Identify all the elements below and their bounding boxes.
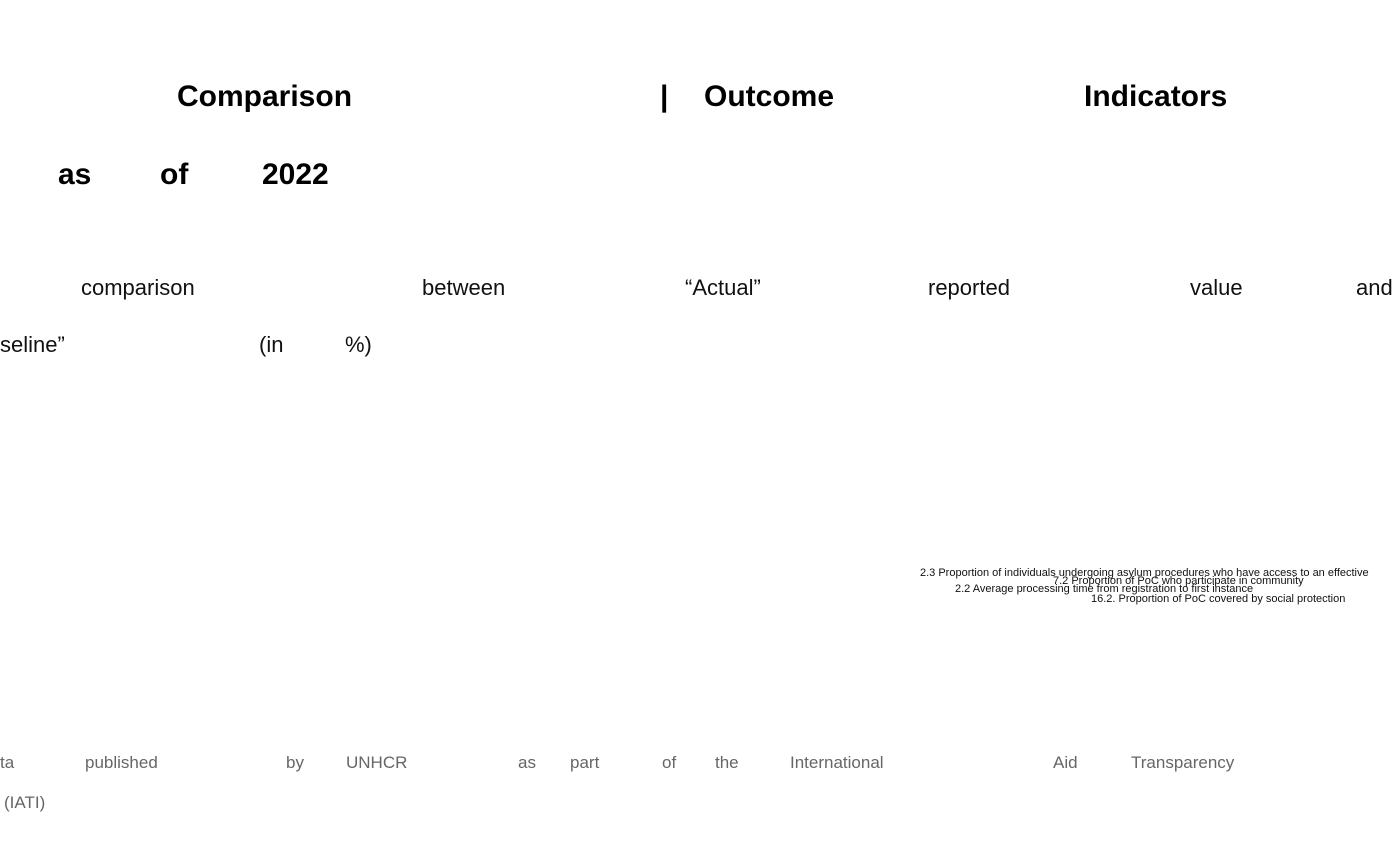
footer-word: published [85,752,158,772]
footer-word: part [570,752,600,772]
footer-word: as [518,752,536,772]
footer-word: the [715,752,739,772]
axis-label: 2.2 Average processing time from registr… [955,582,1254,595]
subtitle-word: (in [259,331,284,357]
subtitle-word: reported [928,274,1010,300]
subtitle-word: value [1190,274,1243,300]
title-word: Comparison [177,79,353,113]
title-word: 2022 [262,157,329,191]
subtitle-word: %) [345,331,372,357]
axis-label: 2.3 Proportion of individuals undergoing… [920,566,1369,579]
footer-word: Transparency [1131,752,1235,772]
axis-label: 16.2. Proportion of PoC covered by socia… [1091,592,1346,605]
title-word: | [660,79,669,113]
footer-word: International [790,752,884,772]
subtitle-word: “Actual” [685,274,761,300]
subtitle-word: between [422,274,506,300]
subtitle-word: and [1356,274,1393,300]
footer-word: of [662,752,677,772]
title-word: as [58,157,92,191]
title-word: Outcome [704,79,835,113]
title-word: Indicators [1084,79,1228,113]
footer-word: UNHCR [346,752,408,772]
axis-label: 7.2 Proportion of PoC who participate in… [1053,574,1304,587]
footer-word: (IATI) [4,792,46,812]
subtitle-word: seline” [0,331,65,357]
footer-word: by [286,752,304,772]
subtitle-word: comparison [81,274,195,300]
title-word: of [160,157,189,191]
footer-word: Aid [1053,752,1078,772]
footer-word: ta [0,752,15,772]
